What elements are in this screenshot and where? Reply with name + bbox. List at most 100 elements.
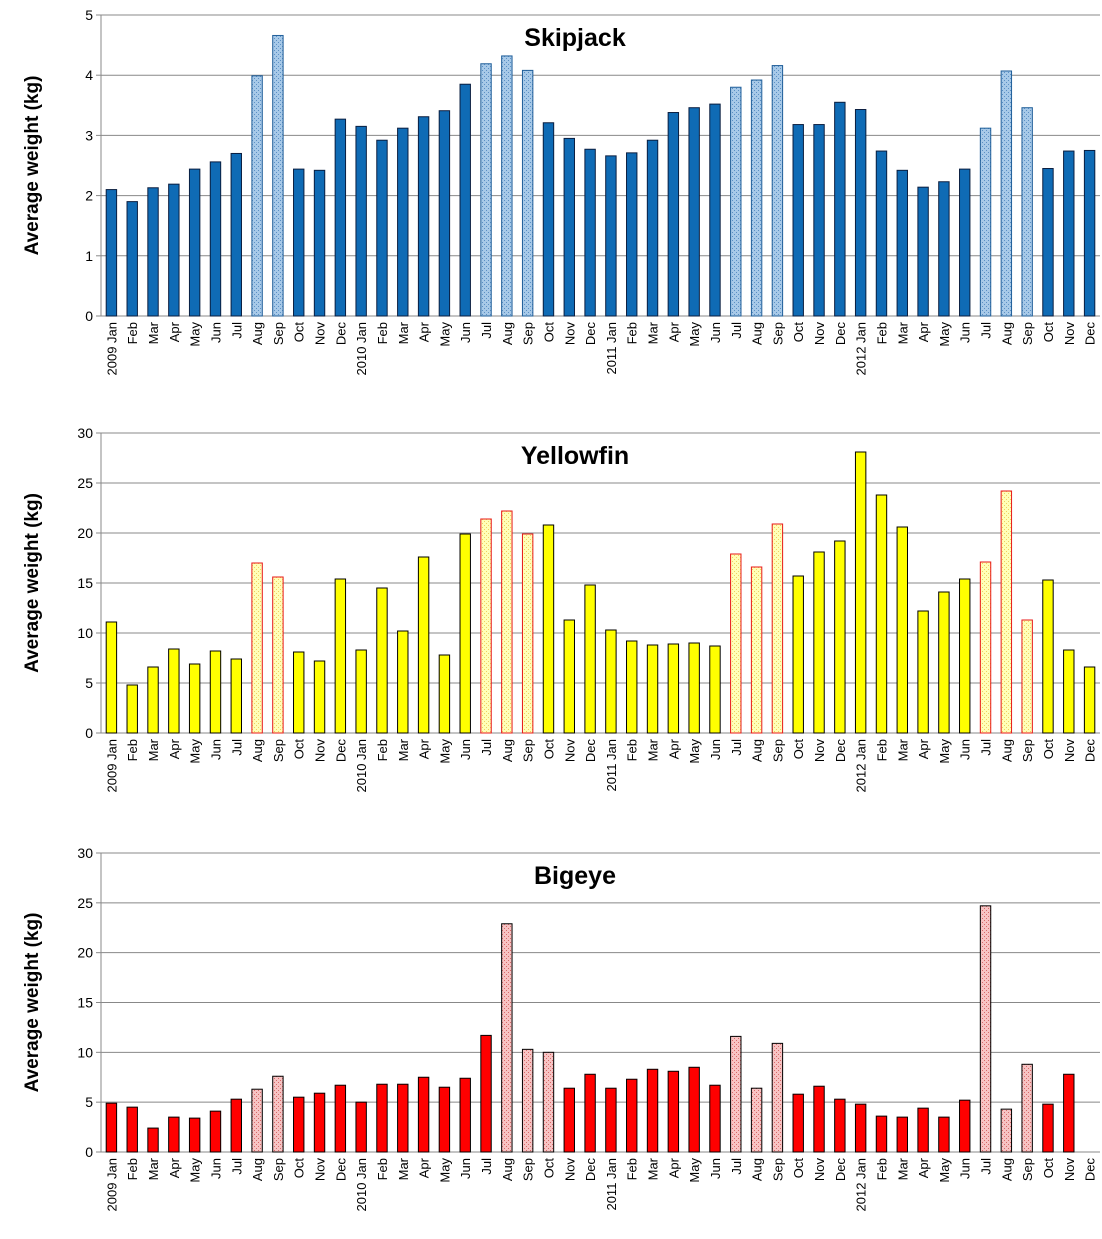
bigeye-bar-26 (626, 1078, 638, 1153)
x-tick-label-apr: Apr (666, 738, 681, 759)
x-tick-label-mar: Mar (895, 738, 910, 761)
skipjack-bar-13 (355, 125, 367, 317)
bigeye-bar-8 (251, 1088, 263, 1153)
x-tick-label-nov: Nov (812, 322, 827, 346)
x-tick-label-dec: Dec (583, 322, 598, 346)
x-tick-label-nov: Nov (1062, 322, 1077, 346)
yellowfin-bar-13 (355, 649, 367, 734)
yellowfin-bar-44 (1000, 490, 1013, 734)
yellowfin-bar-14 (376, 587, 388, 734)
yellowfin-bar-33 (771, 523, 784, 734)
skipjack-bar-42 (959, 168, 971, 317)
bigeye-bar-35 (813, 1085, 825, 1153)
y-tick-label: 20 (77, 525, 93, 541)
y-tick-label: 5 (85, 7, 93, 23)
x-tick-label-feb: Feb (375, 1158, 390, 1180)
x-tick-label-feb: Feb (125, 322, 140, 344)
y-tick-label: 30 (77, 425, 93, 441)
x-tick-label-apr: Apr (916, 738, 931, 759)
x-tick-label-sep: Sep (770, 322, 785, 345)
x-tick-label-apr: Apr (916, 1157, 931, 1178)
skipjack-bar-36 (834, 101, 846, 317)
x-tick-label-aug: Aug (750, 322, 765, 345)
yellowfin-bar-43 (979, 561, 992, 734)
skipjack-y-axis-label: Average weight (kg) (22, 76, 43, 256)
x-tick-label-mar: Mar (396, 1157, 411, 1180)
bigeye-bar-20 (501, 923, 513, 1153)
skipjack-bar-48 (1083, 149, 1096, 317)
x-tick-label-2009-jan: 2009 Jan (104, 739, 119, 793)
skipjack-bar-21 (521, 69, 534, 317)
bigeye-bar-7 (230, 1098, 242, 1153)
skipjack-bar-33 (771, 65, 784, 317)
x-tick-label-jun: Jun (708, 1158, 723, 1179)
x-tick-label-aug: Aug (999, 322, 1014, 345)
x-tick-label-oct: Oct (1041, 739, 1056, 760)
x-tick-label-mar: Mar (646, 321, 661, 344)
skipjack-bar-46 (1042, 168, 1054, 317)
yellowfin-bar-47 (1063, 649, 1075, 734)
bigeye-bar-25 (605, 1087, 617, 1153)
bigeye-bar-9 (272, 1075, 284, 1153)
x-tick-label-apr: Apr (417, 1157, 432, 1178)
bigeye-bar-43 (979, 905, 992, 1153)
bigeye-bar-47 (1063, 1073, 1075, 1153)
x-tick-label-oct: Oct (791, 322, 806, 343)
x-tick-label-aug: Aug (500, 322, 515, 345)
x-tick-label-jun: Jun (958, 739, 973, 760)
skipjack-bar-6 (209, 161, 222, 317)
yellowfin-bar-19 (480, 518, 492, 734)
skipjack-bar-45 (1021, 107, 1033, 317)
x-tick-label-mar: Mar (396, 321, 411, 344)
bigeye-bar-13 (355, 1101, 367, 1153)
x-tick-label-may: May (437, 739, 452, 764)
bigeye-bar-38 (875, 1115, 888, 1153)
x-tick-label-feb: Feb (375, 322, 390, 344)
x-tick-label-nov: Nov (812, 1158, 827, 1182)
bigeye-bar-27 (646, 1068, 659, 1153)
bigeye-bar-22 (542, 1051, 555, 1153)
x-tick-label-oct: Oct (292, 739, 307, 760)
x-tick-label-jun: Jun (458, 322, 473, 343)
yellowfin-chart-svg: 0 5 10 15 20 25 30 2009 Jan Feb Mar Apr May Jun Jul Au… (22, 425, 1100, 793)
x-tick-label-apr: Apr (666, 321, 681, 342)
bigeye-bar-34 (792, 1093, 804, 1153)
yellowfin-bar-41 (938, 591, 950, 734)
y-tick-label: 20 (77, 945, 93, 961)
yellowfin-bar-24 (584, 584, 596, 734)
y-tick-label: 0 (85, 725, 93, 741)
bigeye-bar-14 (376, 1083, 388, 1153)
y-tick-label: 10 (77, 1044, 93, 1060)
skipjack-bar-5 (188, 168, 201, 317)
yellowfin-bar-37 (854, 451, 867, 734)
x-tick-label-feb: Feb (625, 739, 640, 761)
y-tick-label: 5 (85, 1094, 93, 1110)
yellowfin-y-axis-label: Average weight (kg) (22, 493, 43, 673)
skipjack-bar-9 (272, 34, 284, 317)
yellowfin-bar-26 (626, 640, 638, 734)
skipjack-bar-14 (376, 139, 388, 317)
x-tick-label-may: May (188, 739, 203, 764)
skipjack-bar-31 (730, 86, 742, 317)
bigeye-bar-40 (917, 1107, 929, 1153)
x-tick-label-oct: Oct (292, 322, 307, 343)
bigeye-bar-29 (688, 1066, 700, 1153)
x-tick-label-apr: Apr (666, 1157, 681, 1178)
x-tick-label-nov: Nov (562, 1158, 577, 1182)
skipjack-bar-17 (438, 110, 451, 317)
x-tick-label-mar: Mar (646, 1157, 661, 1180)
x-tick-label-mar: Mar (146, 738, 161, 761)
y-tick-label: 5 (85, 675, 93, 691)
bigeye-bar-1 (105, 1102, 118, 1153)
x-tick-label-nov: Nov (1062, 739, 1077, 763)
skipjack-bar-30 (709, 103, 721, 317)
x-tick-label-jun: Jun (958, 1158, 973, 1179)
skipjack-bar-10 (293, 168, 305, 317)
yellowfin-bar-7 (230, 658, 242, 734)
bigeye-bar-2 (126, 1106, 138, 1153)
skipjack-bar-41 (938, 181, 950, 317)
bigeye-bar-33 (771, 1042, 784, 1153)
x-tick-label-apr: Apr (167, 738, 182, 759)
x-tick-label-nov: Nov (562, 322, 577, 346)
